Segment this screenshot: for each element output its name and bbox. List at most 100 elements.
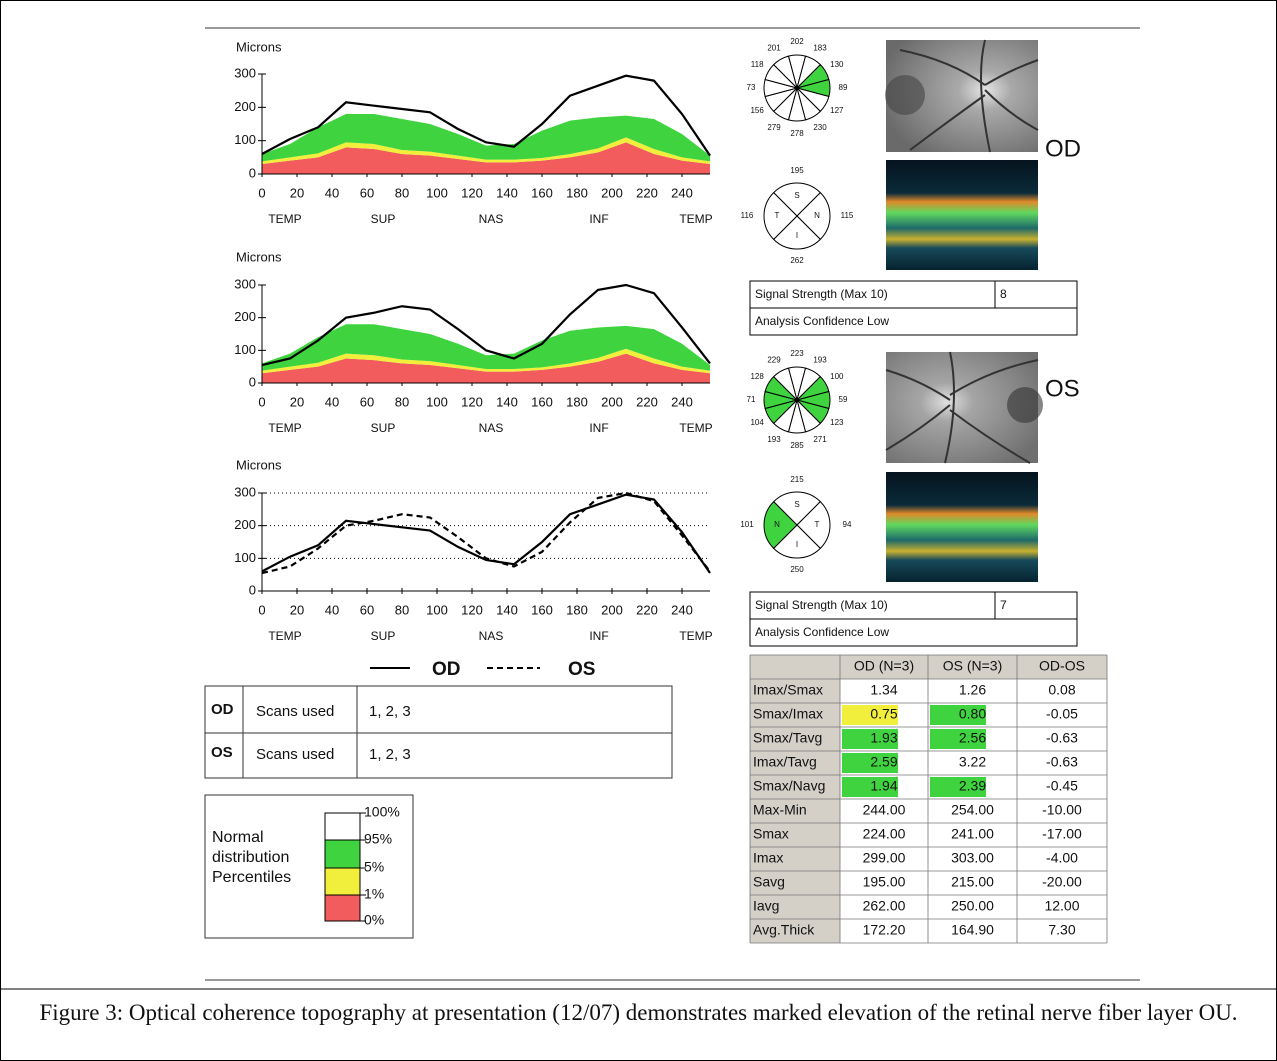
scans-label: Scans used [256, 746, 334, 763]
table-cell: 262.00 [863, 898, 906, 914]
scans-table [205, 686, 672, 778]
x-tick-label: 60 [360, 602, 374, 617]
table-cell: 164.90 [951, 922, 994, 938]
percentile-swatch [325, 813, 360, 840]
scans-value: 1, 2, 3 [369, 746, 411, 763]
table-cell: 244.00 [863, 802, 906, 818]
row-label: Smax [753, 826, 789, 842]
x-tick-label: 240 [671, 602, 693, 617]
x-tick-label: 240 [671, 394, 693, 409]
percentile-label: 100% [364, 804, 400, 820]
x-tick-label: 180 [566, 185, 588, 200]
percentile-swatch [325, 895, 360, 921]
quadrant-value: 101 [740, 520, 754, 529]
scans-eye: OS [211, 744, 233, 761]
clock-value: 230 [813, 123, 827, 132]
x-tick-label: 100 [426, 394, 448, 409]
quadrant-letter: T [775, 211, 780, 220]
x-tick-label: 100 [426, 185, 448, 200]
table-cell: 2.56 [959, 730, 986, 746]
quadrant-letter: I [796, 540, 798, 549]
page: {"chart_data": [ {"type": "area", "y_lab… [0, 0, 1277, 1061]
table-cell: 2.59 [870, 754, 897, 770]
region-label: SUP [371, 629, 396, 643]
table-cell: 0.80 [959, 706, 986, 722]
clock-value: 89 [839, 83, 848, 92]
quadrant-value: 262 [790, 256, 804, 265]
region-label: TEMP [268, 629, 301, 643]
y-tick-label: 200 [234, 309, 256, 324]
eye-label: OS [1045, 375, 1080, 402]
x-tick-label: 20 [290, 185, 304, 200]
x-tick-label: 80 [395, 185, 409, 200]
line [262, 495, 710, 573]
x-tick-label: 20 [290, 602, 304, 617]
table-cell: 254.00 [951, 802, 994, 818]
os-oct [886, 472, 1038, 582]
y-tick-label: 200 [234, 517, 256, 532]
table-cell: 0.08 [1048, 682, 1075, 698]
clock-value: 118 [751, 60, 764, 69]
region-label: SUP [371, 421, 396, 435]
scans-eye: OD [211, 701, 234, 718]
table-cell: 215.00 [951, 874, 994, 890]
quadrant-letter: S [794, 500, 799, 509]
y-axis-label: Microns [236, 39, 282, 54]
clock-value: 223 [790, 349, 804, 358]
x-tick-label: 40 [325, 185, 339, 200]
clock-value: 271 [813, 435, 827, 444]
x-tick-label: 220 [636, 394, 658, 409]
x-tick-label: 0 [258, 394, 265, 409]
percentile-swatch [325, 868, 360, 895]
region-label: TEMP [679, 629, 712, 643]
x-tick-label: 200 [601, 602, 623, 617]
percentile-label: 0% [364, 912, 384, 928]
row-label: Smax/Tavg [753, 730, 822, 746]
quadrant-letter: S [794, 191, 799, 200]
percentile-label: 5% [364, 859, 384, 875]
quadrant-value: 195 [790, 166, 804, 175]
table-cell: 299.00 [863, 850, 906, 866]
table-cell: -0.05 [1046, 706, 1078, 722]
row-label: Imax [753, 850, 783, 866]
table-cell: 1.26 [959, 682, 986, 698]
quadrant-value: 116 [741, 211, 754, 220]
y-tick-label: 100 [234, 342, 256, 357]
scans-value: 1, 2, 3 [369, 703, 411, 720]
clock-value: 156 [750, 106, 764, 115]
x-tick-label: 180 [566, 602, 588, 617]
table-cell: 1.93 [870, 730, 897, 746]
x-tick-label: 160 [531, 602, 553, 617]
row-label: Imax/Tavg [753, 754, 817, 770]
region-label: TEMP [679, 421, 712, 435]
clock-value: 73 [747, 83, 756, 92]
clock-value: 285 [790, 441, 804, 450]
x-tick-label: 120 [461, 602, 483, 617]
region-label: TEMP [268, 421, 301, 435]
figure: Microns010020030002040608010012014016018… [0, 0, 1277, 1061]
percentile-title: Percentiles [212, 869, 291, 886]
quadrant-value: 115 [841, 211, 854, 220]
x-tick-label: 100 [426, 602, 448, 617]
table-cell: -4.00 [1046, 850, 1078, 866]
table-cell: 12.00 [1044, 898, 1079, 914]
table-cell: 1.34 [870, 682, 897, 698]
table-cell: 172.20 [863, 922, 906, 938]
quadrant-letter: T [815, 520, 820, 529]
x-tick-label: 120 [461, 185, 483, 200]
x-tick-label: 20 [290, 394, 304, 409]
table-cell: 7.30 [1048, 922, 1075, 938]
clock-value: 130 [830, 60, 844, 69]
x-tick-label: 200 [601, 394, 623, 409]
confidence-label: Analysis Confidence Low [755, 314, 889, 328]
x-tick-label: 200 [601, 185, 623, 200]
table-cell: 3.22 [959, 754, 986, 770]
table-cell: -0.45 [1046, 778, 1078, 794]
x-tick-label: 80 [395, 394, 409, 409]
x-tick-label: 60 [360, 394, 374, 409]
table-cell: 250.00 [951, 898, 994, 914]
y-tick-label: 0 [249, 582, 256, 597]
y-tick-label: 300 [234, 276, 256, 291]
row-label: Smax/Navg [753, 778, 825, 794]
y-tick-label: 0 [249, 165, 256, 180]
